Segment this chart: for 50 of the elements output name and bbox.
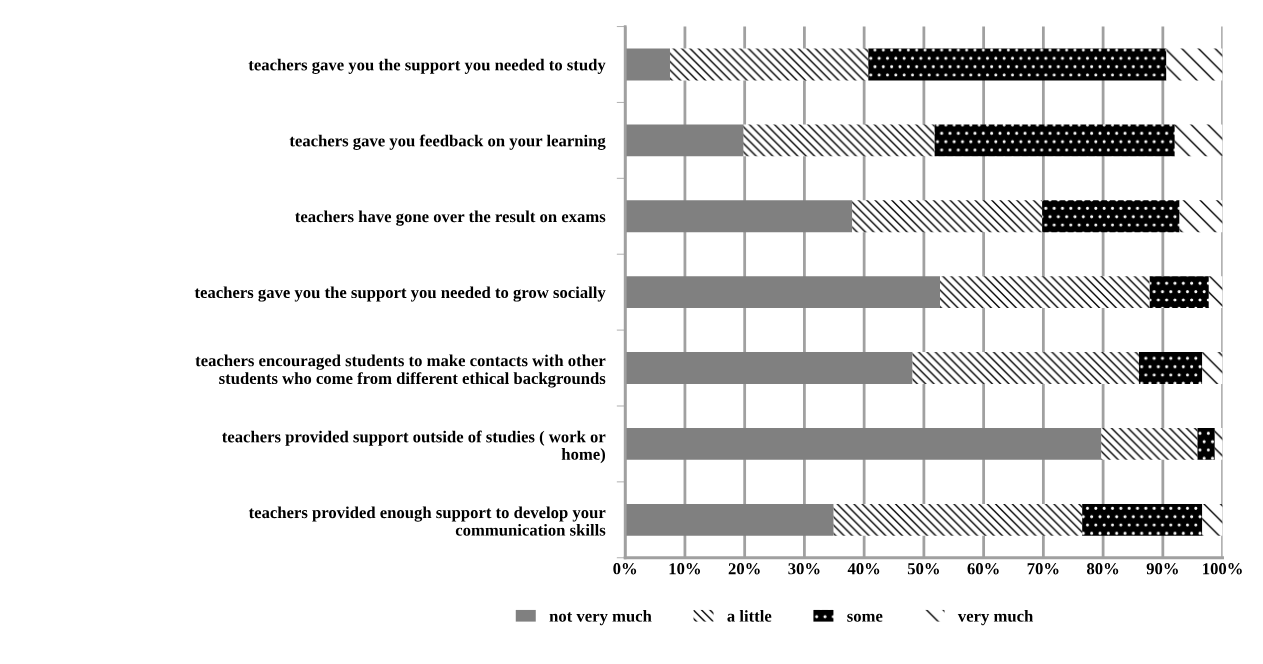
bar	[1202, 503, 1223, 536]
x-tick-label: 70%	[1027, 563, 1059, 575]
x-tick-label: 20%	[728, 563, 760, 575]
bar	[625, 428, 1102, 460]
y-tick-label: teachers provided support outside of studies ( work or home)	[222, 430, 606, 464]
bar	[669, 48, 869, 81]
x-tick-label: 100%	[1203, 563, 1242, 575]
bar	[1214, 428, 1223, 460]
y-tick-label: teachers gave you the support you needed to study	[248, 58, 606, 74]
x-tick-label: 50%	[907, 563, 939, 575]
bar	[1149, 276, 1209, 309]
y-tick-label: teachers have gone over the result on exams	[295, 210, 606, 226]
bar	[1166, 48, 1223, 81]
x-tick-label: 90%	[1146, 563, 1178, 575]
legend-label: not very much	[549, 610, 652, 626]
x-tick-label: 40%	[847, 563, 880, 575]
bar	[743, 124, 935, 157]
legend-label: very much	[957, 610, 1034, 626]
y-tick-label: teachers gave you the support you needed to grow socially	[194, 286, 606, 302]
legend-label: some	[847, 613, 883, 622]
x-tick-label: 60%	[967, 563, 999, 575]
bar	[852, 200, 1043, 233]
bar	[868, 48, 1167, 81]
y-tick-label: teachers encouraged students to make contacts with other students who come from different ethical backgrounds	[195, 354, 606, 388]
bar	[1082, 503, 1203, 536]
bar	[1174, 124, 1223, 157]
bar	[940, 276, 1150, 309]
x-tick-label: 0%	[613, 563, 637, 575]
bar	[625, 124, 744, 157]
x-tick-label: 80%	[1086, 563, 1119, 575]
x-tick-label: 30%	[788, 563, 820, 575]
y-tick-label: teachers provided enough support to develop your communication skills	[248, 506, 606, 536]
bar	[1042, 200, 1180, 233]
legend-label: a little	[727, 610, 772, 622]
y-tick-label: teachers gave you feedback on your learning	[289, 134, 606, 150]
bar	[1197, 428, 1215, 460]
bar	[833, 503, 1083, 536]
bar	[1101, 428, 1198, 460]
bar	[625, 352, 913, 384]
bar	[1202, 352, 1223, 384]
bar	[625, 200, 853, 233]
bar	[625, 503, 834, 536]
bar	[625, 276, 941, 309]
bar	[1208, 276, 1223, 309]
bar	[1179, 200, 1223, 233]
bar	[912, 352, 1139, 384]
bar	[625, 48, 670, 81]
bar	[934, 124, 1175, 157]
x-tick-label: 10%	[669, 563, 701, 575]
bar	[1138, 352, 1203, 384]
